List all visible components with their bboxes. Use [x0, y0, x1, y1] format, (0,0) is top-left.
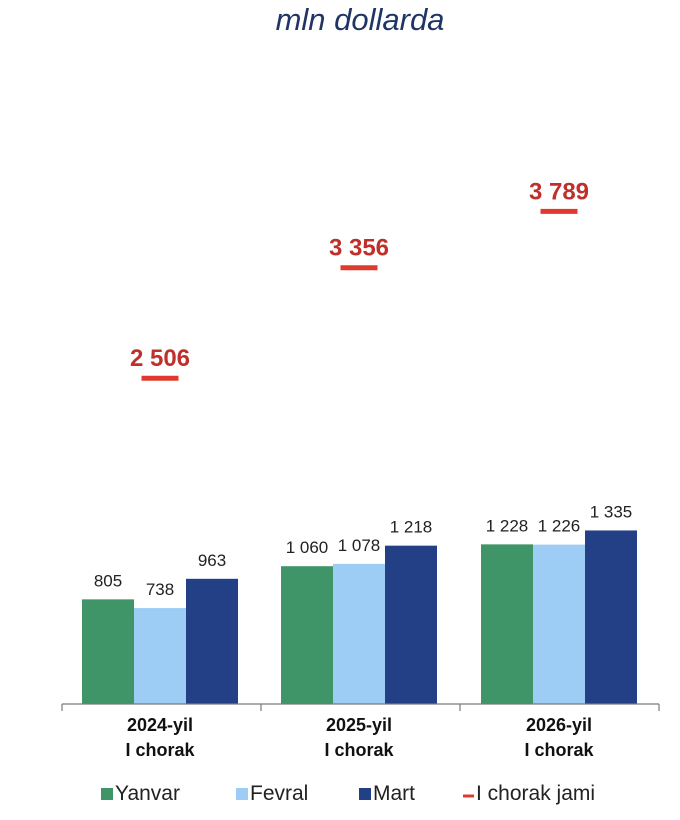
totals-layer: 2 506 3 356 3 789: [130, 178, 589, 381]
value-label-mart-0: 963: [198, 551, 226, 570]
legend-label-i-chorak-jami: I chorak jami: [476, 782, 595, 805]
category-label-2-line-1: I chorak: [524, 740, 594, 760]
legend-label-fevral: Fevral: [250, 782, 308, 805]
legend-swatch-mart: [359, 788, 371, 800]
value-label-yanvar-0: 805: [94, 571, 122, 590]
value-label-mart-2: 1 335: [590, 502, 633, 521]
legend: Yanvar Fevral Mart I chorak jami: [101, 782, 595, 805]
total-label-0: 2 506: [130, 345, 190, 372]
total-label-1: 3 356: [329, 235, 389, 262]
legend-swatch-yanvar: [101, 788, 113, 800]
category-label-0-line-1: I chorak: [125, 740, 195, 760]
legend-swatch-fevral: [236, 788, 248, 800]
bar-yanvar-1: [281, 566, 333, 704]
category-labels: 2024-yil I chorak 2025-yil I chorak 2026-yil…: [125, 715, 594, 760]
category-label-2-line-0: 2026-yil: [526, 715, 592, 735]
legend-label-mart: Mart: [373, 782, 415, 805]
total-label-2: 3 789: [529, 178, 589, 205]
category-label-1-line-0: 2025-yil: [326, 715, 392, 735]
bars-layer: 805 738 963 1 060 1 078 1 218 1 228 1 226 1 335: [82, 502, 637, 704]
value-label-mart-1: 1 218: [390, 518, 433, 537]
bar-mart-1: [385, 545, 437, 704]
value-label-yanvar-2: 1 228: [486, 516, 529, 535]
category-label-1-line-1: I chorak: [324, 740, 394, 760]
bar-mart-2: [585, 530, 637, 704]
legend-label-yanvar: Yanvar: [115, 782, 180, 805]
bar-mart-0: [186, 578, 238, 704]
chart-title: mln dollarda: [276, 2, 445, 37]
bar-yanvar-2: [481, 544, 533, 704]
value-label-fevral-2: 1 226: [538, 517, 581, 536]
value-label-fevral-1: 1 078: [338, 536, 381, 555]
bar-fevral-2: [533, 544, 585, 704]
value-label-yanvar-1: 1 060: [286, 538, 329, 557]
bar-fevral-0: [134, 608, 186, 704]
category-label-0-line-0: 2024-yil: [127, 715, 193, 735]
value-label-fevral-0: 738: [146, 580, 174, 599]
bar-yanvar-0: [82, 599, 134, 704]
x-axis-ticks: [61, 704, 660, 711]
bar-fevral-1: [333, 563, 385, 704]
